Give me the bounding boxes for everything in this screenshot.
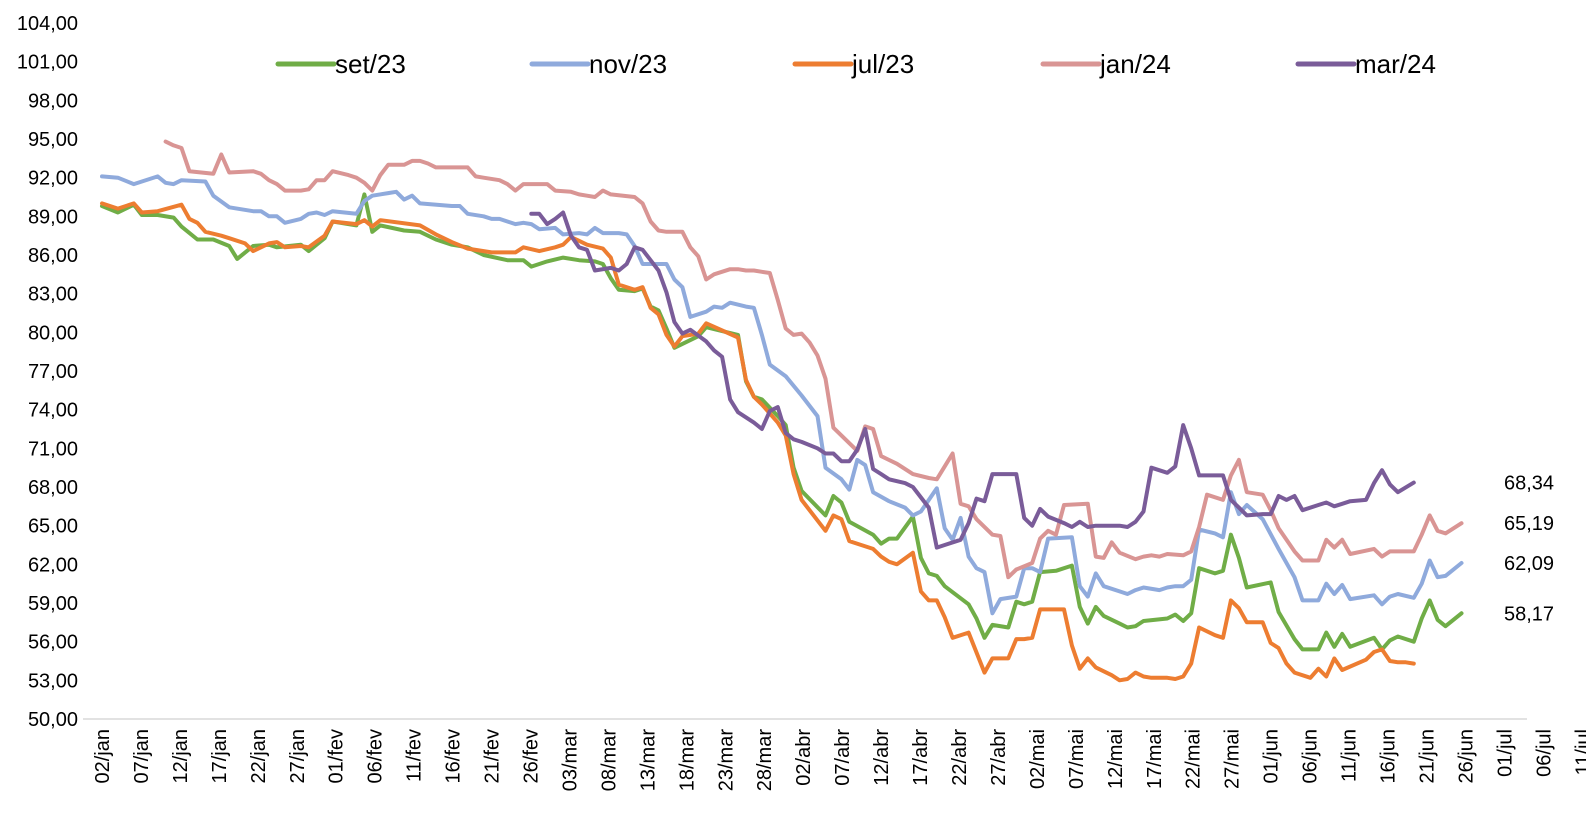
y-tick-label: 59,00 <box>28 593 78 615</box>
y-tick-label: 83,00 <box>28 284 78 306</box>
x-tick-label: 16/fev <box>443 729 465 783</box>
x-tick-label: 17/mai <box>1144 729 1166 789</box>
x-tick-label: 11/fev <box>404 729 426 782</box>
x-tick-label: 22/mai <box>1183 729 1205 789</box>
series-line-jul-23 <box>100 201 1416 683</box>
y-tick-label: 62,00 <box>28 554 78 576</box>
end-value-label: 62,09 <box>1504 553 1554 575</box>
x-axis: 02/jan 07/jan 12/jan 17/jan 22/jan 27/jan 01/f… <box>83 718 1586 792</box>
x-tick-label: 17/jan <box>209 729 231 784</box>
y-tick-label: 89,00 <box>28 206 78 228</box>
y-tick-label: 68,00 <box>28 477 78 499</box>
x-tick-label: 02/abr <box>793 729 815 786</box>
legend-label: nov/23 <box>589 49 667 79</box>
x-tick-label: 23/mar <box>715 729 737 792</box>
series-lines <box>100 139 1464 683</box>
x-tick-label: 02/jan <box>92 729 114 784</box>
y-tick-label: 101,00 <box>17 52 78 74</box>
y-tick-label: 80,00 <box>28 322 78 344</box>
x-tick-label: 21/fev <box>482 729 504 783</box>
x-tick-label: 17/abr <box>910 729 932 786</box>
end-value-label: 68,34 <box>1504 473 1554 495</box>
x-tick-label: 16/jun <box>1378 729 1400 784</box>
x-tick-label: 22/abr <box>949 729 971 786</box>
y-tick-label: 56,00 <box>28 632 78 654</box>
legend-label: set/23 <box>335 49 406 79</box>
legend: set/23 nov/23 jul/23 jan/24 mar/24 <box>275 49 1436 79</box>
x-tick-label: 06/jul <box>1533 729 1555 777</box>
x-tick-label: 26/fev <box>521 729 543 783</box>
x-tick-label: 12/abr <box>871 729 893 786</box>
y-tick-label: 53,00 <box>28 670 78 692</box>
x-tick-label: 02/mai <box>1027 729 1049 789</box>
y-axis: 104,00 101,00 98,00 95,00 92,00 89,00 86,00 83,… <box>17 13 78 731</box>
y-tick-label: 65,00 <box>28 516 78 538</box>
x-tick-label: 01/jun <box>1261 729 1283 784</box>
y-tick-label: 74,00 <box>28 400 78 422</box>
x-tick-label: 26/jun <box>1455 729 1477 784</box>
x-tick-label: 06/jun <box>1300 729 1322 784</box>
legend-label: jul/23 <box>851 49 914 79</box>
x-tick-label: 27/mai <box>1222 729 1244 789</box>
y-tick-label: 50,00 <box>28 709 78 731</box>
series-line-nov-23 <box>100 174 1464 616</box>
x-tick-label: 08/mar <box>598 729 620 792</box>
y-tick-label: 104,00 <box>17 13 78 35</box>
x-tick-label: 07/mai <box>1066 729 1088 789</box>
y-tick-label: 92,00 <box>28 168 78 190</box>
x-tick-label: 28/mar <box>754 729 776 792</box>
x-tick-label: 11/jun <box>1339 729 1361 782</box>
series-line-jan-24 <box>163 139 1464 580</box>
x-tick-label: 01/jul <box>1494 729 1516 777</box>
x-tick-label: 07/jan <box>131 729 153 784</box>
y-tick-label: 98,00 <box>28 90 78 112</box>
x-tick-label: 06/fev <box>365 729 387 783</box>
x-tick-label: 01/fev <box>326 729 348 783</box>
series-line-mar-24 <box>529 210 1416 550</box>
y-tick-label: 86,00 <box>28 245 78 267</box>
end-value-label: 58,17 <box>1504 604 1554 626</box>
x-tick-label: 03/mar <box>559 729 581 792</box>
x-tick-label: 13/mar <box>637 729 659 792</box>
x-tick-label: 27/abr <box>988 729 1010 786</box>
x-tick-label: 21/jun <box>1416 729 1438 784</box>
x-tick-label: 22/jan <box>248 729 270 784</box>
end-value-label: 65,19 <box>1504 513 1554 535</box>
x-tick-label: 18/mar <box>676 729 698 792</box>
legend-label: jan/24 <box>1099 49 1171 79</box>
x-tick-label: 12/jan <box>170 729 192 784</box>
y-tick-label: 71,00 <box>28 438 78 460</box>
x-tick-label: 07/abr <box>832 729 854 786</box>
legend-label: mar/24 <box>1355 49 1436 79</box>
x-tick-label: 12/mai <box>1105 729 1127 789</box>
end-labels: 68,34 65,19 62,09 58,17 <box>1504 473 1554 626</box>
series-line-set-23 <box>100 192 1464 652</box>
x-tick-label: 11/jul <box>1572 729 1586 775</box>
x-tick-label: 27/jan <box>287 729 309 784</box>
y-tick-label: 95,00 <box>28 129 78 151</box>
y-tick-label: 77,00 <box>28 361 78 383</box>
